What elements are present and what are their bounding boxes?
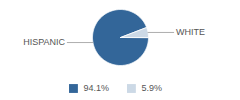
svg-text:HISPANIC: HISPANIC <box>23 37 65 47</box>
svg-text:94.1%: 94.1% <box>84 83 110 93</box>
svg-text:WHITE: WHITE <box>176 27 205 37</box>
svg-text:5.9%: 5.9% <box>142 83 163 93</box>
